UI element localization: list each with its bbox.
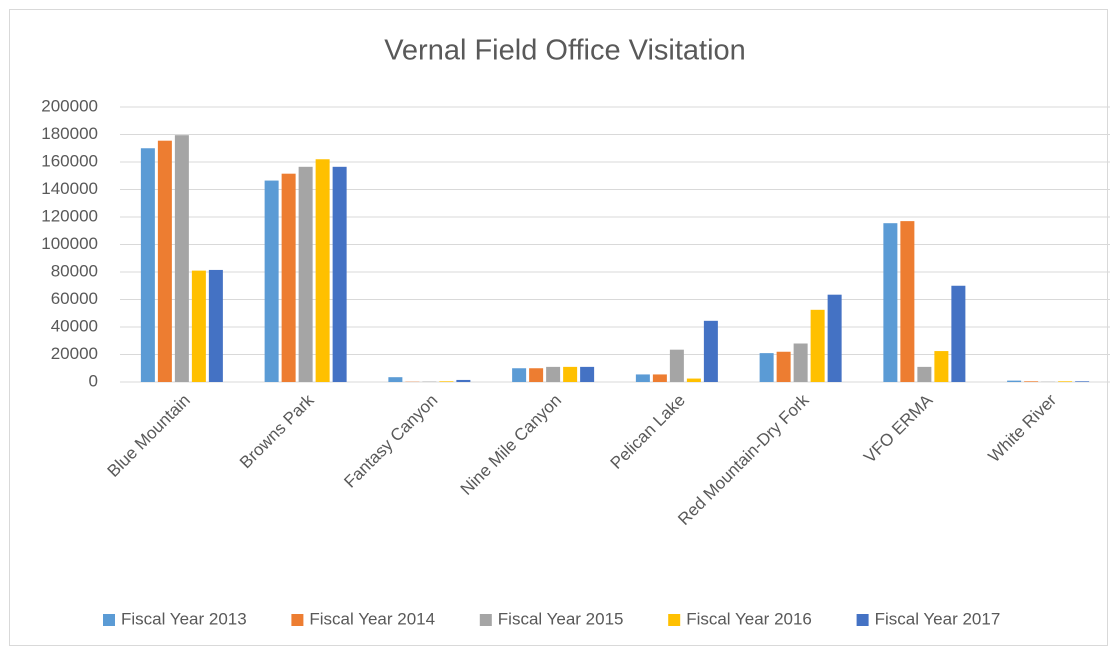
bar [299, 167, 313, 382]
bar [265, 181, 279, 382]
bar [883, 223, 897, 382]
bar [158, 141, 172, 382]
bar [141, 148, 155, 382]
legend-label: Fiscal Year 2015 [498, 609, 624, 628]
legend-label: Fiscal Year 2014 [309, 609, 435, 628]
y-tick-label: 20000 [51, 344, 98, 363]
bar [316, 159, 330, 382]
y-tick-label: 160000 [41, 151, 98, 170]
bar [282, 174, 296, 382]
bar [934, 351, 948, 382]
legend-swatch [291, 614, 303, 626]
y-tick-label: 0 [89, 371, 98, 390]
y-tick-label: 180000 [41, 124, 98, 143]
legend-label: Fiscal Year 2016 [686, 609, 812, 628]
bar [1007, 381, 1021, 382]
bar [192, 271, 206, 382]
bar [636, 374, 650, 382]
bar [456, 380, 470, 382]
bar [388, 377, 402, 382]
bar [1058, 381, 1072, 382]
chart-title: Vernal Field Office Visitation [384, 35, 746, 67]
bar [529, 368, 543, 382]
bar [563, 367, 577, 382]
bar [512, 368, 526, 382]
bar [580, 367, 594, 382]
y-tick-label: 100000 [41, 234, 98, 253]
bar [794, 344, 808, 383]
bar [1075, 381, 1089, 382]
legend-swatch [480, 614, 492, 626]
y-tick-label: 120000 [41, 206, 98, 225]
bar [670, 350, 684, 382]
legend-swatch [857, 614, 869, 626]
y-tick-label: 140000 [41, 179, 98, 198]
bar [687, 379, 701, 382]
y-tick-label: 60000 [51, 289, 98, 308]
legend-label: Fiscal Year 2013 [121, 609, 247, 628]
bar [951, 286, 965, 382]
bar [811, 310, 825, 382]
legend-label: Fiscal Year 2017 [875, 609, 1001, 628]
bar [900, 221, 914, 382]
y-tick-label: 40000 [51, 316, 98, 335]
bar [917, 367, 931, 382]
bar [439, 381, 453, 382]
bar [704, 321, 718, 382]
bar [777, 352, 791, 382]
bar [546, 367, 560, 382]
bar [333, 167, 347, 382]
bar [175, 135, 189, 382]
bar [653, 374, 667, 382]
y-tick-label: 200000 [41, 96, 98, 115]
bar [209, 270, 223, 382]
legend-swatch [668, 614, 680, 626]
y-tick-label: 80000 [51, 261, 98, 280]
bar [1024, 381, 1038, 382]
legend-swatch [103, 614, 115, 626]
bar [828, 295, 842, 382]
bar [760, 353, 774, 382]
